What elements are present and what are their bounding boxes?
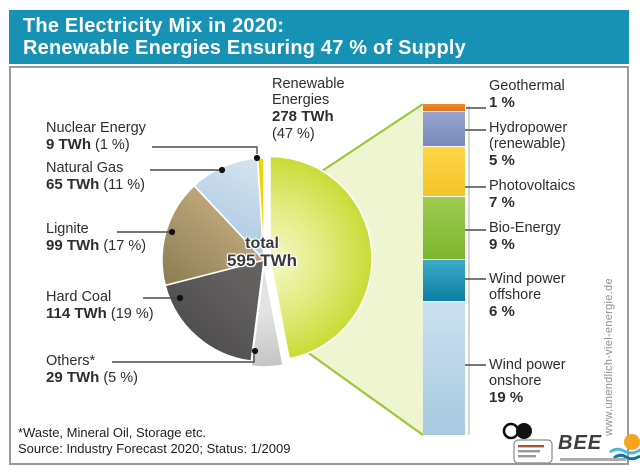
bar-segment-bio: [423, 195, 465, 259]
label-renewables-callout: Renewable Energies 278 TWh (47 %): [272, 76, 345, 142]
dot-gas: [218, 166, 226, 174]
label-nuclear-pct: (1 %): [95, 137, 130, 153]
label-wind-offshore-pct: 6 %: [489, 303, 515, 320]
agency-logo-textline: [518, 455, 536, 458]
agency-logo-textline: [518, 450, 540, 453]
label-geothermal-pct: 1 %: [489, 94, 515, 111]
label-bio: Bio-Energy 9 %: [489, 220, 561, 253]
bee-sun-waves-icon: [609, 434, 640, 461]
label-nuclear-value: 9 TWh: [46, 136, 91, 153]
agency-logo-textline: [518, 445, 544, 448]
pie-total-word: total: [245, 235, 279, 252]
bee-logo: BEE: [558, 433, 640, 463]
pie-total-value: 595 TWh: [227, 251, 297, 270]
callout-pct: (47 %): [272, 126, 315, 142]
agency-logo: [502, 422, 553, 464]
label-wind-onshore: Wind power onshore 19 %: [489, 357, 566, 406]
bar-segment-wind-onshore: [423, 301, 465, 435]
label-gas-name: Natural Gas: [46, 160, 124, 176]
dot-others: [251, 347, 259, 355]
pie-slices: [161, 155, 373, 368]
label-geothermal: Geothermal 1 %: [489, 78, 565, 111]
label-gas-pct: (11 %): [103, 177, 145, 193]
label-wind-offshore-name: Wind power offshore: [489, 271, 566, 303]
agency-logo-disc-icon: [516, 423, 532, 439]
label-nuclear: Nuclear Energy 9 TWh (1 %): [46, 120, 146, 154]
label-coal: Hard Coal 114 TWh (19 %): [46, 289, 154, 323]
renewables-bar: [423, 104, 465, 435]
website-watermark: www.unendlich-viel-energie.de: [603, 278, 615, 436]
label-coal-value: 114 TWh: [46, 305, 107, 322]
dot-nuclear: [253, 154, 261, 162]
label-bio-pct: 9 %: [489, 236, 515, 253]
label-pv-name: Photovoltaics: [489, 178, 576, 194]
bar-shadow: [468, 106, 470, 435]
footnote-line-2: Source: Industry Forecast 2020; Status: …: [18, 441, 291, 456]
title-banner: The Electricity Mix in 2020: Renewable E…: [9, 10, 629, 64]
footnote-line-1: *Waste, Mineral Oil, Storage etc.: [18, 425, 207, 440]
label-hydro: Hydropower (renewable) 5 %: [489, 120, 567, 169]
label-wind-onshore-name: Wind power onshore: [489, 357, 566, 389]
label-gas-value: 65 TWh: [46, 176, 100, 193]
pie-slice-others: [250, 264, 285, 368]
connector-others: [112, 354, 255, 363]
label-others-name: Others*: [46, 353, 96, 369]
label-coal-name: Hard Coal: [46, 289, 112, 305]
label-lignite-pct: (17 %): [103, 238, 147, 254]
label-hydro-name: Hydropower (renewable): [489, 120, 568, 152]
bar-segment-geothermal: [423, 104, 465, 112]
dot-coal: [176, 294, 184, 302]
label-lignite-value: 99 TWh: [46, 237, 100, 254]
label-wind-offshore: Wind power offshore 6 %: [489, 271, 566, 320]
label-lignite-name: Lignite: [46, 221, 89, 237]
label-others-value: 29 TWh: [46, 369, 100, 386]
label-pv: Photovoltaics 7 %: [489, 178, 575, 211]
bar-segment-pv: [423, 146, 465, 196]
bar-segment-wind-offshore: [423, 258, 465, 302]
pie-total-label: total 595 TWh: [200, 236, 324, 270]
label-others-pct: (5 %): [103, 370, 138, 386]
footnote: *Waste, Mineral Oil, Storage etc. Source…: [18, 425, 290, 457]
label-wind-onshore-pct: 19 %: [489, 389, 524, 406]
bee-logo-text: BEE: [558, 432, 603, 454]
agency-logo-ring-icon: [502, 422, 520, 440]
label-pv-pct: 7 %: [489, 194, 515, 211]
label-hydro-pct: 5 %: [489, 152, 515, 169]
title-line-1: The Electricity Mix in 2020:: [23, 15, 285, 37]
label-geothermal-name: Geothermal: [489, 78, 565, 94]
pie-slice-renewables: [269, 155, 373, 360]
callout-name: Renewable Energies: [272, 76, 345, 108]
label-others: Others* 29 TWh (5 %): [46, 353, 138, 387]
label-lignite: Lignite 99 TWh (17 %): [46, 221, 146, 255]
label-coal-pct: (19 %): [110, 306, 154, 322]
label-bio-name: Bio-Energy: [489, 220, 561, 236]
pie-slice-coal: [164, 258, 265, 363]
bar-segment-hydro: [423, 111, 465, 147]
connector-nuclear: [152, 146, 258, 154]
dot-lignite: [168, 228, 176, 236]
label-gas: Natural Gas 65 TWh (11 %): [46, 160, 145, 194]
title-line-2: Renewable Energies Ensuring 47 % of Supp…: [23, 37, 466, 59]
bee-logo-subtext: [560, 458, 626, 461]
label-nuclear-name: Nuclear Energy: [46, 120, 146, 136]
callout-value: 278 TWh: [272, 108, 334, 125]
